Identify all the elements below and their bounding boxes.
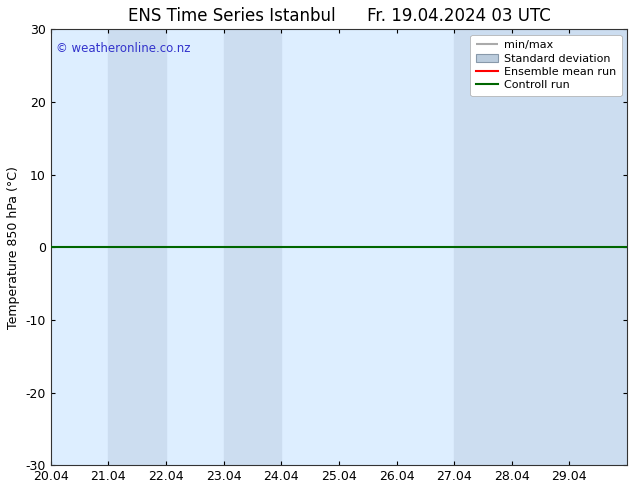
Legend: min/max, Standard deviation, Ensemble mean run, Controll run: min/max, Standard deviation, Ensemble me… [470,35,621,96]
Bar [454,29,569,465]
Text: © weatheronline.co.nz: © weatheronline.co.nz [56,42,191,55]
Y-axis label: Temperature 850 hPa (°C): Temperature 850 hPa (°C) [7,166,20,329]
Bar [224,29,281,465]
Title: ENS Time Series Istanbul      Fr. 19.04.2024 03 UTC: ENS Time Series Istanbul Fr. 19.04.2024 … [127,7,550,25]
Bar [569,29,627,465]
Bar [108,29,166,465]
